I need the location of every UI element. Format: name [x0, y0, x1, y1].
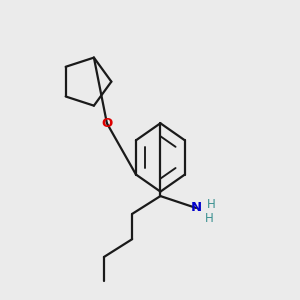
Text: H: H: [207, 199, 215, 212]
Text: N: N: [190, 202, 202, 214]
Text: O: O: [101, 117, 112, 130]
Text: H: H: [205, 212, 214, 225]
